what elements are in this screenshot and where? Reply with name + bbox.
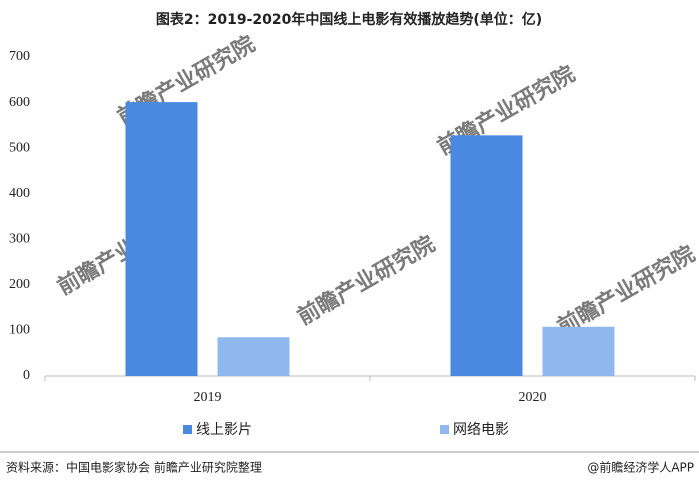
chart-title: 图表2：2019-2020年中国线上电影有效播放趋势(单位：亿) (156, 11, 542, 28)
bar (217, 337, 290, 376)
credit: @前瞻经济学人APP (587, 460, 694, 475)
bar (542, 326, 615, 376)
watermark: 前瞻产业研究院 (293, 231, 439, 331)
legend-label: 线上影片 (196, 422, 252, 438)
y-tick-label: 200 (9, 277, 30, 292)
legend-swatch (183, 425, 192, 434)
x-tick-label: 2020 (519, 390, 547, 405)
y-tick-label: 100 (9, 323, 30, 338)
source-note: 资料来源：中国电影家协会 前瞻产业研究院整理 (6, 460, 262, 475)
legend-label: 网络电影 (453, 422, 509, 438)
y-tick-label: 0 (23, 368, 30, 383)
bar (125, 102, 198, 376)
y-tick-label: 500 (9, 140, 30, 155)
x-tick-label: 2019 (194, 390, 222, 405)
watermark: 前瞻产业研究院 (553, 241, 699, 341)
y-tick-label: 700 (9, 49, 30, 64)
y-tick-label: 400 (9, 186, 30, 201)
y-tick-label: 600 (9, 95, 30, 110)
y-tick-label: 300 (9, 232, 30, 247)
legend-swatch (440, 425, 449, 434)
bar (450, 135, 523, 376)
